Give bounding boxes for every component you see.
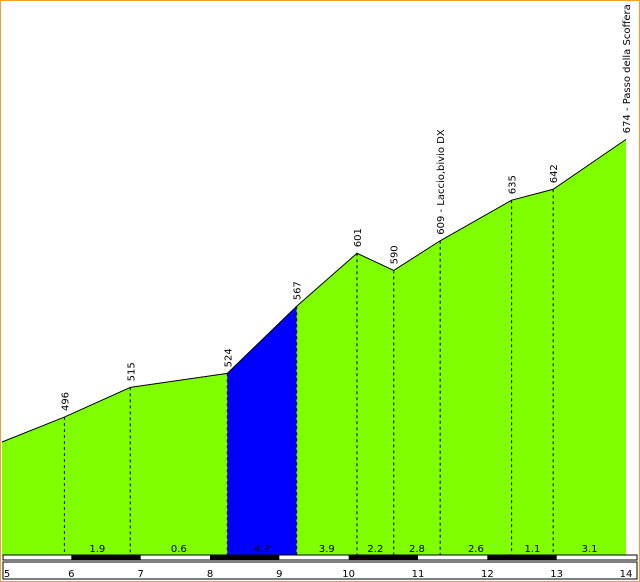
elevation-label: 567 — [293, 281, 304, 300]
gradient-label: 3.9 — [319, 544, 335, 555]
gradient-label: 2.8 — [409, 544, 425, 555]
profile-area-segment — [393, 240, 441, 555]
ruler-block — [348, 555, 418, 560]
x-tick-label: 6 — [68, 569, 74, 580]
elevation-label: 674 - Passo della Scoffera — [622, 4, 633, 133]
ruler-block — [487, 555, 557, 560]
x-tick-label: 14 — [620, 569, 633, 580]
elevation-label: 609 - Laccio,bivio DX — [436, 129, 447, 235]
profile-area-segment — [356, 253, 394, 556]
gradient-label: 2.6 — [468, 544, 484, 555]
gradient-label: 1.1 — [524, 544, 540, 555]
x-tick-label: 9 — [276, 569, 282, 580]
gradient-label: 1.9 — [89, 544, 105, 555]
elevation-label: 601 — [353, 228, 364, 247]
elevation-label: 590 — [390, 245, 401, 264]
distance-ruler — [2, 554, 638, 561]
x-axis-box — [2, 561, 638, 580]
elevation-label: 515 — [126, 362, 137, 381]
profile-area-segment — [296, 253, 357, 556]
profile-area-segment — [553, 139, 626, 556]
elevation-label: 635 — [508, 175, 519, 194]
profile-area-segment — [64, 387, 131, 555]
elevation-label: 524 — [223, 348, 234, 367]
gradient-label: 4.2 — [254, 544, 270, 555]
elevation-label: 496 — [60, 392, 71, 411]
x-tick-label: 11 — [412, 569, 425, 580]
gradient-label: 0.6 — [171, 544, 187, 555]
x-tick-label: 13 — [550, 569, 563, 580]
gradient-label: 3.1 — [582, 544, 598, 555]
profile-area-segment — [511, 189, 554, 555]
profile-area-segment — [440, 200, 512, 555]
gradient-label: 2.2 — [367, 544, 383, 555]
ruler-block — [210, 555, 280, 560]
profile-area-segment — [2, 417, 65, 555]
profile-area-segment — [227, 306, 297, 555]
profile-area-segment — [130, 373, 228, 555]
elevation-label: 642 — [549, 164, 560, 183]
x-tick-label: 7 — [137, 569, 143, 580]
x-tick-label: 8 — [207, 569, 213, 580]
x-tick-label: 12 — [481, 569, 494, 580]
x-tick-label: 5 — [4, 569, 10, 580]
x-tick-label: 10 — [342, 569, 355, 580]
ruler-block — [71, 555, 141, 560]
